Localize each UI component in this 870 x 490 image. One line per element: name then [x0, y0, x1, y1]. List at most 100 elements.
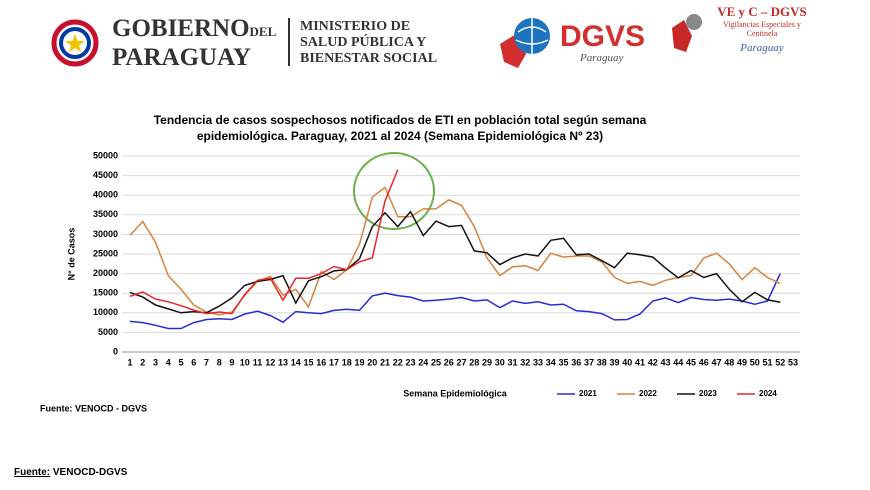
- x-tick-label: 50: [750, 357, 760, 367]
- x-tick-label: 10: [240, 357, 250, 367]
- vec-sub: Centinela: [746, 29, 778, 38]
- dgvs-logo: [500, 18, 550, 68]
- x-tick-label: 52: [775, 357, 785, 367]
- y-tick-label: 50000: [93, 150, 118, 160]
- y-tick-label: 30000: [93, 229, 118, 239]
- divider: [288, 18, 290, 66]
- x-tick-label: 12: [265, 357, 275, 367]
- x-tick-label: 35: [558, 357, 568, 367]
- legend-label: 2022: [639, 389, 657, 398]
- x-tick-label: 15: [303, 357, 313, 367]
- x-tick-label: 47: [711, 357, 721, 367]
- vec-sub: Vigilancias Especiales y: [723, 20, 801, 29]
- x-tick-label: 13: [278, 357, 288, 367]
- x-tick-label: 33: [533, 357, 543, 367]
- legend-label: 2024: [759, 389, 777, 398]
- x-tick-label: 22: [393, 357, 403, 367]
- x-tick-label: 26: [444, 357, 454, 367]
- series-line: [129, 169, 399, 315]
- chart-title: Tendencia de casos sospechosos notificad…: [153, 113, 647, 143]
- x-tick-label: 14: [291, 357, 301, 367]
- ministry-line: BIENESTAR SOCIAL: [300, 51, 438, 66]
- x-axis-label: Semana Epidemiológica: [403, 388, 508, 398]
- ministry-line: MINISTERIO DE: [300, 19, 411, 34]
- x-tick-label: 18: [342, 357, 352, 367]
- x-tick-label: 11: [253, 357, 263, 367]
- x-tick-label: 41: [635, 357, 645, 367]
- gov-name: GOBIERNODEL PARAGUAY: [112, 16, 276, 71]
- series-line: [129, 273, 781, 330]
- footer-label: Fuente:: [14, 467, 51, 478]
- vec-title: VE y C – DGVS: [717, 4, 807, 19]
- ministry-line: SALUD PÚBLICA Y: [300, 35, 427, 50]
- y-tick-label: 25000: [93, 248, 118, 258]
- x-tick-label: 45: [686, 357, 696, 367]
- gov-line1: GOBIERNO: [112, 15, 250, 42]
- series-line: [129, 210, 781, 314]
- x-tick-label: 37: [584, 357, 594, 367]
- y-tick-label: 20000: [93, 268, 118, 278]
- x-tick-label: 51: [762, 357, 772, 367]
- x-tick-label: 38: [597, 357, 607, 367]
- y-tick-label: 45000: [93, 170, 118, 180]
- x-tick-label: 8: [217, 357, 222, 367]
- x-tick-label: 48: [724, 357, 734, 367]
- footer: Fuente: VENOCD-DGVS: [14, 467, 127, 478]
- x-tick-label: 53: [788, 357, 798, 367]
- x-tick-label: 32: [520, 357, 530, 367]
- source: Fuente: VENOCD - DGVS: [40, 403, 147, 413]
- y-tick-label: 15000: [93, 288, 118, 298]
- y-tick-label: 10000: [93, 307, 118, 317]
- x-tick-label: 40: [622, 357, 632, 367]
- x-tick-label: 39: [609, 357, 619, 367]
- x-tick-label: 34: [546, 357, 556, 367]
- x-tick-label: 21: [380, 357, 390, 367]
- y-tick-label: 0: [113, 346, 118, 356]
- x-tick-label: 5: [178, 357, 183, 367]
- x-tick-label: 23: [405, 357, 415, 367]
- gov-line2: PARAGUAY: [112, 44, 251, 71]
- y-tick-label: 5000: [98, 327, 118, 337]
- x-tick-label: 6: [191, 357, 196, 367]
- x-tick-label: 36: [571, 357, 581, 367]
- x-tick-label: 31: [507, 357, 517, 367]
- x-tick-label: 29: [482, 357, 492, 367]
- x-tick-label: 44: [673, 357, 683, 367]
- ministry: MINISTERIO DE SALUD PÚBLICA Y BIENESTAR …: [300, 19, 437, 67]
- highlight-ellipse: [353, 152, 435, 230]
- x-tick-label: 43: [660, 357, 670, 367]
- x-tick-label: 1: [127, 357, 132, 367]
- x-tick-label: 2: [140, 357, 145, 367]
- gov-logo: [51, 19, 99, 67]
- x-tick-label: 25: [431, 357, 441, 367]
- legend-label: 2021: [579, 389, 597, 398]
- x-tick-label: 49: [737, 357, 747, 367]
- y-tick-label: 40000: [93, 190, 118, 200]
- x-tick-label: 9: [229, 357, 234, 367]
- x-tick-label: 20: [367, 357, 377, 367]
- x-tick-label: 42: [648, 357, 658, 367]
- vec-logo: [672, 14, 702, 52]
- y-axis-label: N° de Casos: [66, 228, 76, 281]
- vec-block: VE y C – DGVS Vigilancias Especiales y C…: [712, 4, 812, 54]
- x-tick-label: 24: [418, 357, 428, 367]
- dgvs-text: DGVS: [560, 20, 646, 53]
- x-tick-label: 30: [495, 357, 505, 367]
- x-tick-label: 3: [153, 357, 158, 367]
- dgvs-sub: Paraguay: [580, 52, 624, 64]
- x-tick-label: 7: [204, 357, 209, 367]
- vec-country: Paraguay: [740, 42, 784, 54]
- x-tick-label: 16: [316, 357, 326, 367]
- legend-label: 2023: [699, 389, 717, 398]
- x-tick-label: 28: [469, 357, 479, 367]
- y-tick-label: 35000: [93, 209, 118, 219]
- chart: N° de Casos Semana Epidemiológica Fuente…: [40, 150, 800, 413]
- x-tick-label: 27: [456, 357, 466, 367]
- series-line: [129, 186, 781, 316]
- x-tick-label: 46: [699, 357, 709, 367]
- x-tick-label: 4: [166, 357, 171, 367]
- gov-del: DEL: [249, 24, 277, 39]
- footer-text: VENOCD-DGVS: [52, 467, 128, 478]
- x-tick-label: 17: [329, 357, 339, 367]
